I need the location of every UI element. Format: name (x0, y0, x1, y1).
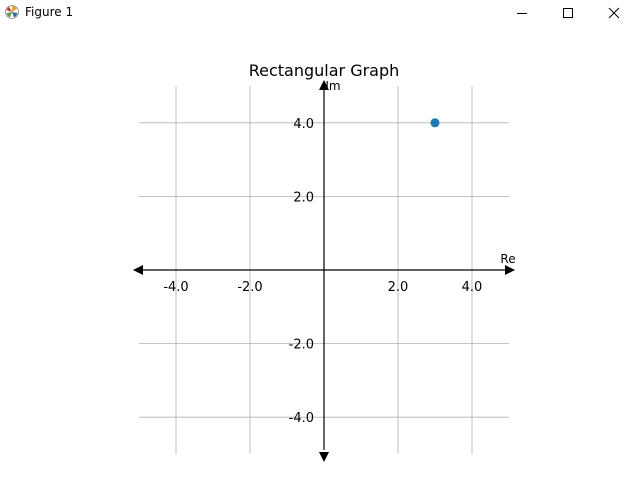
maximize-button[interactable] (545, 0, 591, 26)
chart-title: Rectangular Graph (249, 61, 400, 80)
y-axis-arrow-up (319, 80, 329, 90)
x-tick-label: -4.0 (163, 280, 188, 295)
window-title: Figure 1 (25, 5, 74, 19)
window-titlebar: Figure 1 (0, 0, 631, 26)
matplotlib-logo-icon (5, 5, 19, 19)
x-tick-label: 4.0 (462, 280, 483, 295)
data-points (430, 118, 440, 128)
close-button[interactable] (591, 0, 631, 26)
y-tick-label: 2.0 (293, 190, 314, 205)
close-icon (608, 7, 620, 19)
x-axis-arrow-right (505, 265, 515, 275)
y-axis-arrow-down (319, 452, 329, 462)
x-tick-label: -2.0 (237, 280, 262, 295)
chart: Rectangular Graph -4.0 -2.0 2.0 4.0 4.0 2.0 -2… (133, 61, 516, 462)
y-tick-label: -4.0 (289, 411, 314, 426)
y-tick-label: -2.0 (289, 338, 314, 353)
y-axis-label: Im (325, 79, 340, 93)
x-axis-arrow-left (133, 265, 143, 275)
x-axis-label: Re (500, 252, 515, 266)
data-point (430, 118, 440, 128)
x-tick-label: 2.0 (388, 280, 409, 295)
minimize-button[interactable] (499, 0, 545, 26)
minimize-icon (517, 13, 527, 14)
y-tick-label: 4.0 (293, 117, 314, 132)
tick-labels: -4.0 -2.0 2.0 4.0 4.0 2.0 -2.0 -4.0 (163, 117, 482, 426)
maximize-icon (563, 8, 573, 18)
axes (133, 80, 515, 462)
